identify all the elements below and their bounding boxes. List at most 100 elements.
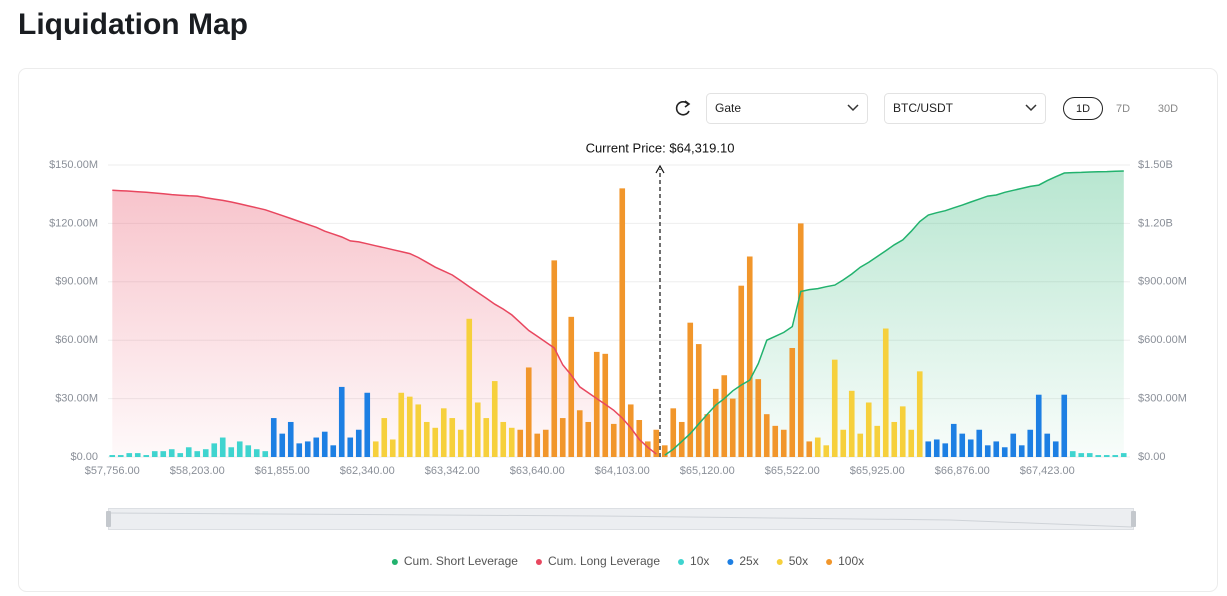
exchange-select[interactable]: Gate <box>706 93 868 124</box>
bar <box>440 408 447 457</box>
bar <box>933 439 940 457</box>
x-tick-label: $65,522.00 <box>765 465 820 477</box>
bar <box>1018 445 1025 457</box>
bar <box>661 445 668 457</box>
bar <box>483 418 490 457</box>
bar <box>262 451 269 457</box>
y-tick-label: $150.00M <box>49 159 98 171</box>
x-tick-label: $61,855.00 <box>255 465 310 477</box>
y2-tick-label: $0.00 <box>1138 451 1166 463</box>
bar <box>695 344 702 457</box>
bar <box>984 445 991 457</box>
bar <box>1086 453 1093 457</box>
bar <box>177 453 184 457</box>
refresh-button[interactable] <box>675 100 691 116</box>
bar <box>542 429 549 457</box>
bar <box>1095 455 1102 457</box>
bar <box>797 223 804 457</box>
chevron <box>847 104 859 112</box>
bar <box>789 347 796 457</box>
bar <box>398 392 405 457</box>
legend-swatch <box>535 559 542 565</box>
bar <box>126 453 133 457</box>
y2-tick-label: $900.00M <box>1138 276 1187 288</box>
bar <box>270 418 277 457</box>
refresh-arrow <box>684 100 691 108</box>
bar <box>908 429 915 457</box>
bar <box>253 449 260 457</box>
legend-item[interactable]: 100x <box>826 554 864 568</box>
legend-item[interactable]: Cum. Long Leverage <box>535 554 660 568</box>
bar <box>1112 455 1119 457</box>
legend-swatch <box>826 559 833 565</box>
legend-item[interactable]: 25x <box>727 554 759 568</box>
select-box <box>884 93 1046 124</box>
x-tick-label: $66,876.00 <box>935 465 990 477</box>
bar <box>865 402 872 457</box>
bar <box>806 441 813 457</box>
bar <box>721 375 728 457</box>
bar <box>831 359 838 457</box>
legend-item[interactable]: 50x <box>776 554 808 568</box>
bar <box>296 443 303 457</box>
bar <box>109 455 116 457</box>
bar <box>355 429 362 457</box>
bar <box>729 398 736 457</box>
bar <box>1001 447 1008 457</box>
tab-label: 1D <box>1076 103 1090 115</box>
legend-label: Cum. Short Leverage <box>404 554 518 568</box>
legend-item[interactable]: 10x <box>678 554 709 568</box>
bar <box>500 421 507 457</box>
bar <box>967 439 974 457</box>
x-tick-label: $65,925.00 <box>850 465 905 477</box>
tab-label[interactable]: 7D <box>1116 103 1130 115</box>
slider-handle[interactable] <box>106 511 111 527</box>
legend-swatch <box>391 559 398 565</box>
legend-item[interactable]: Cum. Short Leverage <box>391 554 518 568</box>
bar <box>219 437 226 457</box>
zoom-slider[interactable] <box>106 508 1136 530</box>
y-tick-label: $0.00 <box>70 451 98 463</box>
legend: Cum. Short Leverage Cum. Long Leverage 10x… <box>391 554 864 568</box>
legend-label: 100x <box>838 554 864 568</box>
bar <box>347 437 354 457</box>
bar <box>1035 394 1042 457</box>
y2-tick-label: $600.00M <box>1138 334 1187 346</box>
x-tick-label: $62,340.00 <box>340 465 395 477</box>
bar <box>772 425 779 457</box>
bar <box>882 328 889 457</box>
bar <box>857 433 864 457</box>
x-tick-label: $58,203.00 <box>170 465 225 477</box>
bar <box>491 381 498 457</box>
bar <box>585 421 592 457</box>
page-title: Liquidation Map <box>18 8 248 41</box>
slider-handle[interactable] <box>1131 511 1136 527</box>
chart-card <box>18 68 1218 592</box>
annotation: Current Price: $64,319.10 <box>586 140 735 155</box>
tab-label[interactable]: 30D <box>1158 103 1178 115</box>
bar <box>415 404 422 457</box>
bar <box>678 421 685 457</box>
bar <box>364 392 371 457</box>
bar <box>1052 441 1059 457</box>
line <box>664 170 1124 456</box>
bar <box>814 437 821 457</box>
bar <box>134 453 141 457</box>
axes: $0.00 $30.00M $60.00M $90.00M $120.00M $150.0… <box>49 140 1187 476</box>
pair-select[interactable]: BTC/USDT <box>884 93 1046 124</box>
legend-label: 10x <box>690 554 709 568</box>
bar <box>670 408 677 457</box>
bar <box>1044 433 1051 457</box>
area-fill <box>112 190 657 458</box>
bar <box>211 443 218 457</box>
y-tick-label: $30.00M <box>55 393 98 405</box>
timeframe-1d[interactable]: 1D <box>1063 97 1103 120</box>
x-tick-label: $57,756.00 <box>85 465 140 477</box>
x-tick-label: $65,120.00 <box>680 465 735 477</box>
bar <box>534 433 541 457</box>
bar <box>245 445 252 457</box>
bar <box>525 367 532 457</box>
bar <box>891 421 898 457</box>
y2-tick-label: $1.20B <box>1138 217 1173 229</box>
